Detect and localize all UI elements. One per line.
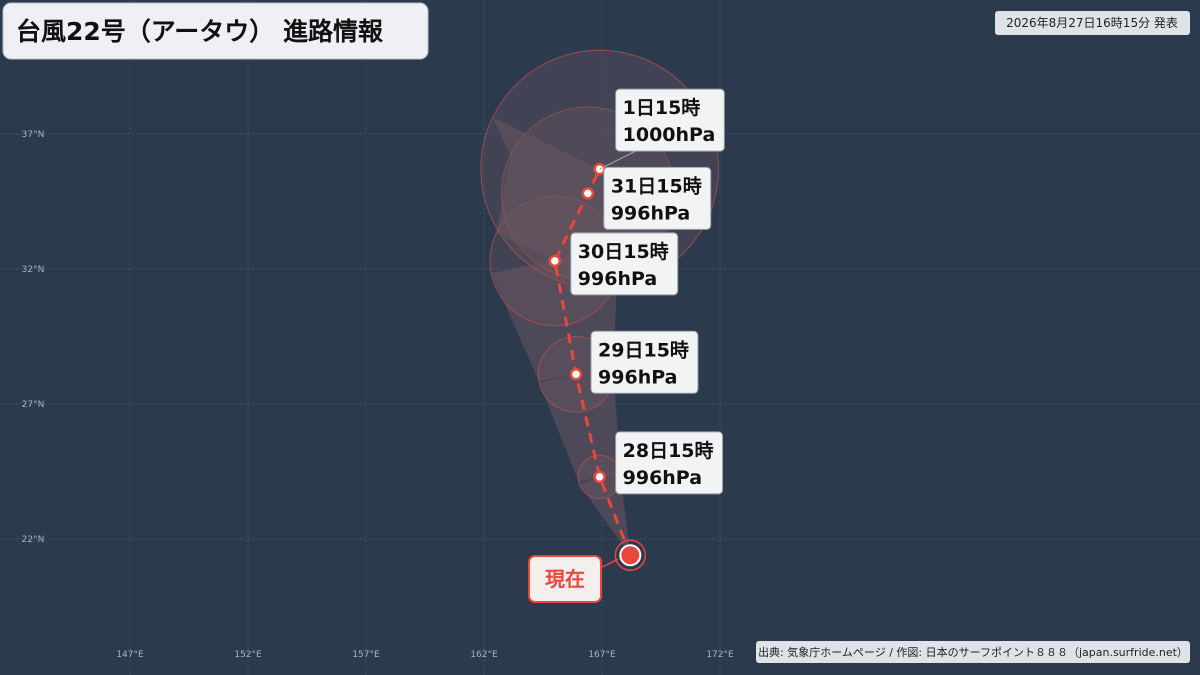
track-line bbox=[553, 168, 632, 556]
x-tick-label: 157°E bbox=[352, 650, 380, 660]
leader-line bbox=[599, 150, 636, 170]
forecast-time: 1日15時 bbox=[623, 97, 701, 119]
source: 出典: 気象庁ホームページ / 作図: 日本のサーフポイント８８８（japan.… bbox=[758, 645, 1188, 659]
forecast-time: 31日15時 bbox=[611, 175, 702, 197]
title: 台風22号（アータウ） 進路情報 bbox=[16, 17, 384, 46]
forecast-label-box bbox=[570, 232, 679, 296]
x-tick-label: 172°E bbox=[706, 650, 734, 660]
y-tick-label: 37°N bbox=[22, 130, 45, 140]
issued-box bbox=[995, 11, 1190, 35]
forecast-label-box bbox=[590, 330, 699, 394]
forecast-label-box bbox=[615, 431, 724, 495]
forecast-pressure: 1000hPa bbox=[623, 124, 716, 146]
forecast-point bbox=[569, 368, 583, 381]
y-tick-label: 27°N bbox=[22, 400, 45, 410]
forecast-pressure: 996hPa bbox=[578, 268, 657, 290]
forecast-point bbox=[548, 254, 562, 268]
forecast-pressure: 996hPa bbox=[623, 467, 702, 489]
current-label: 現在 bbox=[545, 567, 585, 591]
forecast-label-box bbox=[615, 88, 725, 152]
current-position bbox=[619, 544, 642, 567]
forecast-pressure: 996hPa bbox=[598, 366, 677, 388]
forecast-time: 28日15時 bbox=[623, 440, 714, 462]
current-box bbox=[528, 555, 602, 603]
forecast-point bbox=[593, 470, 606, 484]
issued-time: 2026年8月27日16時15分 発表 bbox=[1006, 16, 1178, 30]
forecast-label-box bbox=[603, 166, 712, 230]
x-tick-label: 167°E bbox=[588, 650, 616, 660]
forecast-point bbox=[581, 187, 595, 200]
y-tick-label: 32°N bbox=[22, 265, 45, 275]
x-tick-label: 147°E bbox=[116, 650, 144, 660]
forecast-cone bbox=[539, 365, 621, 482]
forecast-time: 30日15時 bbox=[578, 241, 669, 263]
forecast-pressure: 996hPa bbox=[611, 202, 690, 224]
title-box bbox=[2, 2, 429, 60]
y-tick-label: 22°N bbox=[22, 535, 45, 545]
source-box bbox=[756, 641, 1190, 663]
current-leader bbox=[599, 558, 619, 569]
x-tick-label: 152°E bbox=[234, 650, 262, 660]
x-tick-label: 162°E bbox=[470, 650, 498, 660]
current-ring bbox=[614, 539, 647, 571]
forecast-time: 29日15時 bbox=[598, 339, 689, 361]
